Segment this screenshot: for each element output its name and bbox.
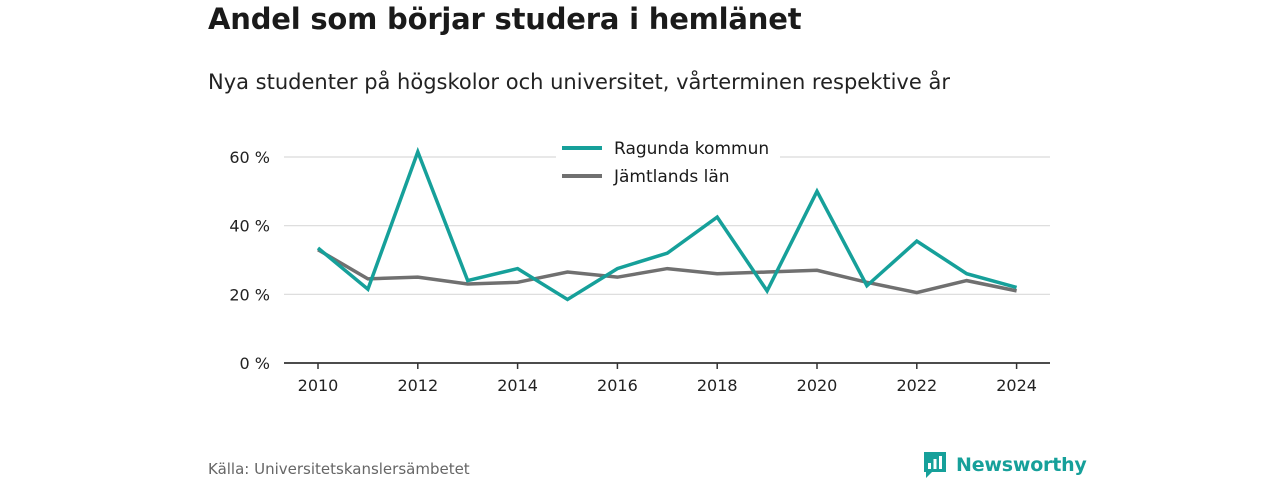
x-tick-label: 2016 [597,376,638,395]
legend-label: Jämtlands län [613,167,730,187]
chart-subtitle: Nya studenter på högskolor och universit… [208,70,950,94]
y-tick-label: 0 % [240,354,270,373]
x-tick-label: 2018 [697,376,738,395]
legend-label: Ragunda kommun [614,139,769,159]
y-tick-label: 20 % [229,285,270,304]
x-axis-ticks: 2010 2012 2014 2016 2018 2020 2022 2024 [284,362,1050,395]
series-line-jamtland [317,248,1017,295]
legend-background [556,136,780,192]
x-tick-label: 2022 [896,376,937,395]
brand-name: Newsworthy [956,454,1087,476]
x-tick-label: 2012 [397,376,438,395]
bar-chart-icon [924,452,946,478]
y-tick-label: 40 % [229,217,270,236]
chart-title: Andel som börjar studera i hemlänet [208,2,802,36]
x-tick-label: 2010 [298,376,339,395]
legend: Ragunda kommun Jämtlands län [556,136,780,192]
source-note: Källa: Universitetskanslersämbetet [208,460,470,478]
brand-logo: Newsworthy [922,450,1087,480]
x-tick-label: 2014 [497,376,538,395]
y-tick-label: 60 % [229,148,270,167]
x-tick-label: 2020 [797,376,838,395]
y-axis-ticks: 0 % 20 % 40 % 60 % [229,148,270,373]
x-tick-label: 2024 [996,376,1037,395]
series-lines [316,146,1018,302]
series-line-ragunda [316,146,1018,302]
